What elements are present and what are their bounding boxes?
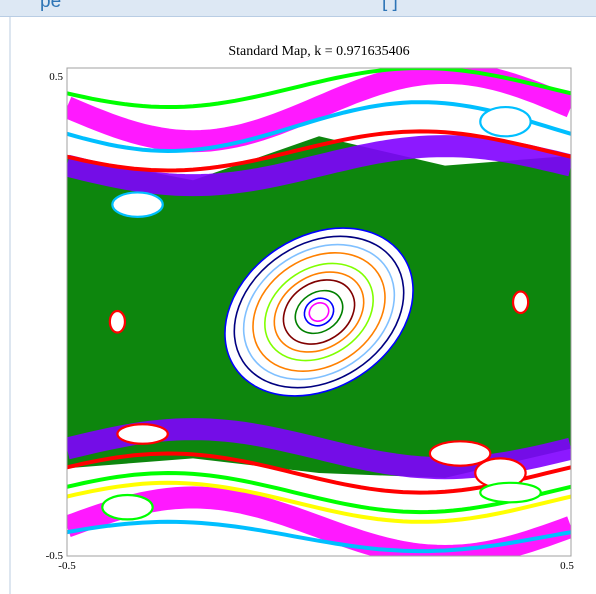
orbit-series-21-elliptic-orbit <box>308 302 330 322</box>
orbit-series-15-elliptic-orbit <box>252 252 386 372</box>
y-tick-label-min: -0.5 <box>46 550 64 562</box>
plot-layer <box>67 68 571 556</box>
y-tick-label-max: 0.5 <box>49 71 63 83</box>
orbit-series-23-island <box>111 191 164 218</box>
orbit-series-5-invariant-curve <box>67 100 571 154</box>
orbit-series-20-elliptic-orbit <box>303 297 335 327</box>
orbit-series-30-island <box>101 493 154 521</box>
orbit-series-11-invariant-curve <box>67 480 571 524</box>
chart-title: Standard Map, k = 0.971635406 <box>228 44 409 59</box>
orbit-series-18-elliptic-orbit <box>282 279 356 345</box>
orbit-series-13-elliptic-orbit <box>233 235 405 389</box>
orbit-series-16-elliptic-orbit <box>264 262 374 362</box>
x-tick-label-min: -0.5 <box>58 560 76 572</box>
orbit-series-17-elliptic-orbit <box>273 271 365 353</box>
orbit-series-19-elliptic-orbit <box>294 289 344 335</box>
orbit-series-14-elliptic-orbit <box>242 243 396 381</box>
orbit-series-28-island <box>108 309 127 334</box>
orbit-series-9-invariant-curve <box>67 68 571 109</box>
orbit-series-26-island <box>116 423 169 445</box>
orbit-series-6-invariant-curve <box>67 519 571 554</box>
orbit-series-22-island <box>479 105 532 138</box>
page-margin-rule <box>9 17 11 594</box>
x-tick-label-max: 0.5 <box>560 560 574 572</box>
orbit-series-7-invariant-curve <box>67 129 571 173</box>
orbit-series-12-elliptic-orbit <box>224 227 414 397</box>
orbit-series-1-chaotic-band-top <box>67 68 571 153</box>
orbit-series-10-invariant-curve <box>67 470 571 515</box>
plot-frame <box>66 67 572 557</box>
top-banner: pe [ ] <box>0 0 596 17</box>
banner-text-left: pe <box>40 0 62 12</box>
orbit-series-27-island <box>511 290 530 315</box>
orbit-series-29-island <box>479 481 542 504</box>
banner-text-right: [ ] <box>382 0 398 12</box>
orbit-series-24-island <box>428 440 492 467</box>
orbit-series-3-chaotic-band-upper <box>67 135 571 197</box>
